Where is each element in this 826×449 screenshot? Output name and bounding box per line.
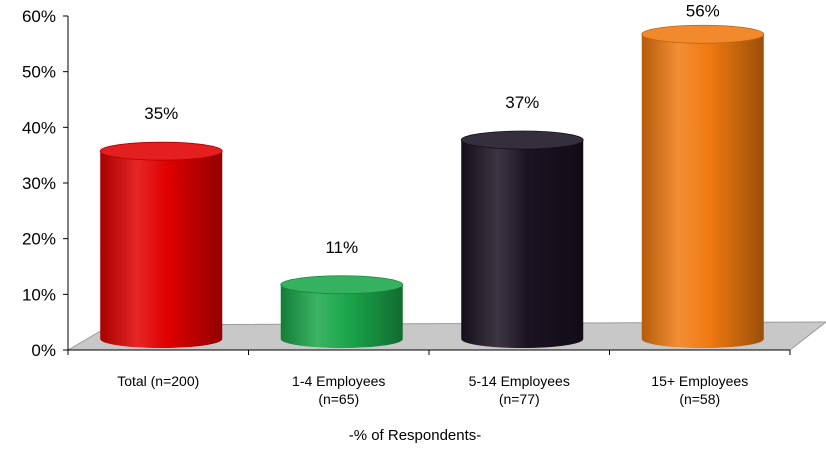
category-label: (n=65) <box>318 391 359 407</box>
bar <box>460 130 584 348</box>
bar-body <box>641 34 764 348</box>
y-tick-label: 30% <box>22 174 56 193</box>
y-tick-label: 20% <box>22 230 56 249</box>
data-label: 56% <box>686 1 720 20</box>
data-labels: 35% 11% 37% 56% <box>144 1 720 257</box>
y-tick-label: 40% <box>22 118 56 137</box>
x-axis <box>67 349 791 355</box>
bar-body <box>461 140 584 348</box>
data-label: 35% <box>144 104 178 123</box>
category-label: 5-14 Employees <box>469 373 570 389</box>
bar <box>280 275 404 348</box>
bars <box>99 24 765 348</box>
category-label: (n=77) <box>499 391 540 407</box>
y-tick-label: 0% <box>31 341 56 360</box>
y-tick-label: 10% <box>22 285 56 304</box>
y-tick-label: 50% <box>22 63 56 82</box>
bar-top <box>460 130 584 150</box>
bar-body <box>100 151 223 348</box>
y-axis: 0% 10% 20% 30% 40% 50% 60% <box>22 7 69 360</box>
bar-top <box>99 141 223 161</box>
data-label: 11% <box>325 238 358 257</box>
data-label: 37% <box>505 93 539 112</box>
category-label: (n=58) <box>679 391 720 407</box>
y-tick-label: 60% <box>22 7 56 26</box>
bar <box>99 141 223 348</box>
category-label: Total (n=200) <box>117 373 199 389</box>
bar-body <box>280 284 403 348</box>
bar <box>641 24 765 348</box>
bar-top <box>280 275 404 295</box>
category-labels: Total (n=200) 1-4 Employees (n=65) 5-14 Emp… <box>117 373 748 407</box>
category-label: 1-4 Employees <box>292 373 385 389</box>
x-axis-title: -% of Respondents- <box>349 427 482 444</box>
bar-top <box>641 24 765 44</box>
category-label: 15+ Employees <box>651 373 748 389</box>
